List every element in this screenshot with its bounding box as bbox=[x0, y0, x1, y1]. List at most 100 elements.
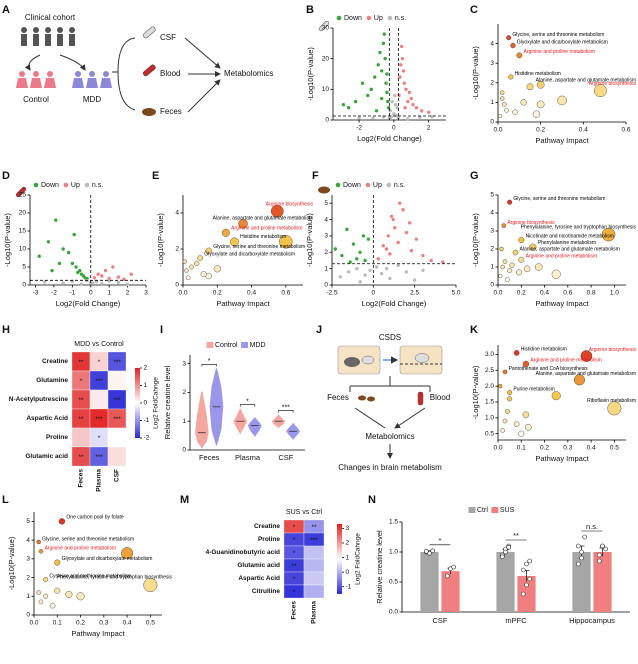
pathway-point bbox=[230, 237, 239, 247]
panel-letter: F bbox=[312, 170, 319, 182]
data-point bbox=[107, 279, 111, 283]
pathway-point bbox=[520, 99, 527, 106]
data-point bbox=[116, 275, 121, 279]
x-tick-label: -2 bbox=[356, 125, 362, 132]
pathway-point bbox=[522, 360, 530, 368]
x-tick-label: 0.0 bbox=[178, 290, 187, 297]
y-tick-label: 0 bbox=[324, 282, 328, 289]
pathway-point bbox=[502, 102, 507, 107]
pathway-label: Purine metabolism bbox=[513, 387, 554, 393]
y-tick-label: 0 bbox=[490, 119, 494, 126]
legend-label: Down bbox=[41, 182, 59, 189]
data-point bbox=[111, 265, 115, 269]
group-label: MDD bbox=[83, 95, 101, 104]
feces-icon bbox=[318, 186, 330, 194]
pathway-point bbox=[65, 590, 73, 598]
data-point bbox=[391, 217, 395, 222]
x-tick-label: 0.2 bbox=[213, 290, 222, 297]
data-point bbox=[116, 280, 121, 285]
pathway-point bbox=[143, 578, 158, 593]
data-point bbox=[122, 277, 126, 281]
data-point bbox=[376, 63, 380, 67]
violin bbox=[195, 391, 209, 449]
legend-label: Up bbox=[373, 182, 382, 189]
significance-label: * bbox=[439, 536, 442, 545]
data-point bbox=[404, 87, 408, 92]
data-point bbox=[366, 93, 370, 98]
x-tick-label: -2 bbox=[51, 290, 57, 297]
significance-label: * bbox=[293, 576, 296, 583]
significance-label: * bbox=[293, 537, 296, 544]
pathway-point bbox=[54, 587, 61, 594]
data-point bbox=[401, 208, 405, 212]
x-tick-label: mPFC bbox=[505, 616, 527, 625]
row-label: Creatine bbox=[254, 523, 280, 530]
x-tick-label: 0.4 bbox=[579, 127, 588, 134]
pathway-label: Phenylalanine metabolism bbox=[538, 240, 596, 246]
bar bbox=[593, 552, 612, 612]
violin bbox=[247, 417, 262, 437]
y-tick-label: 2 bbox=[324, 249, 328, 256]
colorbar bbox=[337, 524, 342, 594]
row-label: Glutamic acid bbox=[25, 453, 68, 460]
data-point bbox=[500, 554, 505, 560]
pathway-point bbox=[185, 275, 191, 281]
pathway-point bbox=[213, 265, 221, 273]
pathway-point bbox=[182, 259, 187, 264]
y-tick-label: 1.5 bbox=[485, 399, 494, 406]
data-point bbox=[361, 234, 366, 238]
data-point bbox=[520, 591, 526, 597]
legend-marker bbox=[491, 507, 499, 513]
pathway-label: Arginine biosynthesis bbox=[589, 81, 637, 87]
data-point bbox=[379, 96, 384, 101]
x-tick-label: 0.2 bbox=[540, 445, 549, 452]
column-label: Feces bbox=[291, 601, 298, 620]
x-axis-label: Pathway Impact bbox=[535, 299, 589, 308]
data-point bbox=[398, 201, 402, 205]
data-point bbox=[79, 282, 84, 286]
data-point bbox=[409, 96, 413, 101]
x-tick-label: 0.2 bbox=[76, 620, 85, 627]
pathway-point bbox=[523, 265, 531, 273]
data-point bbox=[596, 558, 602, 564]
x-tick-label: 0.4 bbox=[587, 445, 596, 452]
colorbar-tick-label: 0 bbox=[346, 569, 350, 576]
x-tick-label: 0.6 bbox=[621, 127, 630, 134]
data-point bbox=[90, 281, 95, 285]
pathway-point bbox=[508, 74, 514, 80]
data-point bbox=[57, 261, 62, 266]
data-point bbox=[397, 93, 401, 98]
heatmap-cell bbox=[107, 370, 127, 391]
data-point bbox=[576, 561, 581, 567]
x-tick-label: Plasma bbox=[235, 453, 261, 462]
cohort-label: Clinical cohort bbox=[25, 13, 76, 22]
data-point bbox=[393, 102, 398, 107]
legend-marker bbox=[386, 182, 392, 188]
row-label: Glutamic acid bbox=[237, 562, 280, 569]
colorbar-tick-label: 0 bbox=[144, 400, 148, 407]
data-point bbox=[353, 99, 358, 104]
data-point bbox=[399, 63, 403, 67]
pathway-label: Arginine and proline metabolism bbox=[526, 253, 597, 259]
pathway-point bbox=[500, 96, 505, 101]
tube-icon bbox=[417, 391, 424, 406]
x-tick-label: 0.2 bbox=[536, 127, 545, 134]
pathway-point bbox=[536, 80, 545, 89]
colorbar bbox=[135, 368, 140, 438]
pathway-point bbox=[194, 260, 200, 267]
y-axis-label: -Log10(P-value) bbox=[306, 47, 315, 101]
y-axis-label: -Log10(P-value) bbox=[471, 46, 480, 100]
row-label: Citrulline bbox=[252, 588, 281, 595]
data-point bbox=[506, 544, 512, 550]
bar bbox=[517, 576, 536, 612]
data-point bbox=[396, 240, 400, 245]
colorbar-tick-label: 2 bbox=[144, 365, 148, 372]
heatmap-title: SUS vs Ctrl bbox=[286, 509, 323, 516]
data-point bbox=[401, 69, 406, 73]
data-point bbox=[412, 278, 417, 282]
x-tick-label: 1 bbox=[107, 290, 111, 297]
pathway-point bbox=[238, 219, 248, 229]
heatmap-cell bbox=[107, 427, 127, 448]
data-point bbox=[524, 561, 529, 567]
data-point bbox=[396, 115, 400, 120]
